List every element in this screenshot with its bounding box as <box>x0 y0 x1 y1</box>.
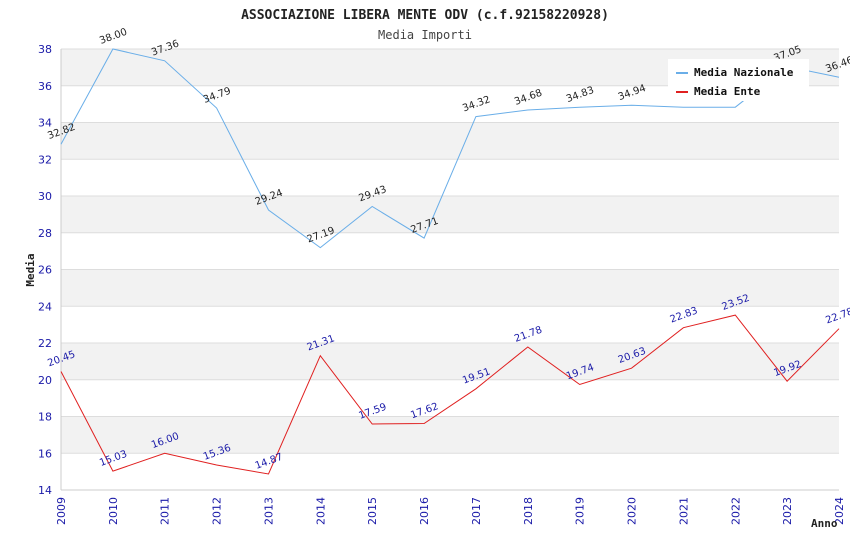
x-tick-label: 2016 <box>418 497 431 525</box>
x-tick-label: 2023 <box>781 497 794 525</box>
legend: Media Nazionale Media Ente <box>668 59 809 101</box>
legend-label-nazionale: Media Nazionale <box>694 66 794 79</box>
y-tick-label: 34 <box>38 117 52 130</box>
x-tick-label: 2020 <box>626 497 639 525</box>
legend-label-ente: Media Ente <box>694 85 761 98</box>
y-tick-label: 24 <box>38 300 52 313</box>
x-tick-label: 2010 <box>107 497 120 525</box>
y-axis-label: Media <box>24 253 37 286</box>
y-tick-label: 32 <box>38 153 52 166</box>
y-axis-ticks: 14 16 18 20 22 24 26 28 30 32 34 36 38 <box>38 43 52 497</box>
grid-band <box>61 232 839 270</box>
x-tick-label: 2009 <box>55 497 68 525</box>
grid-band <box>61 379 839 417</box>
y-tick-label: 38 <box>38 43 52 56</box>
grid-band <box>61 453 839 490</box>
x-tick-label: 2021 <box>677 497 690 525</box>
x-tick-label: 2022 <box>729 497 742 525</box>
axes <box>60 49 839 491</box>
y-tick-label: 26 <box>38 264 52 277</box>
series-line-ente <box>60 314 840 475</box>
x-tick-label: 2017 <box>470 497 483 525</box>
x-tick-label: 2012 <box>211 497 224 525</box>
x-tick-label: 2019 <box>574 497 587 525</box>
data-label: 38.00 <box>98 27 129 47</box>
x-tick-label: 2015 <box>366 497 379 525</box>
y-tick-label: 18 <box>38 411 52 424</box>
grid-bands <box>61 49 839 490</box>
series-line-nazionale <box>60 48 840 249</box>
x-tick-label: 2024 <box>833 497 846 525</box>
series-lines <box>60 48 840 475</box>
y-tick-label: 20 <box>38 374 52 387</box>
y-tick-label: 22 <box>38 337 52 350</box>
x-tick-label: 2014 <box>314 497 327 525</box>
chart-subtitle: Media Importi <box>378 28 472 42</box>
legend-box <box>668 59 809 101</box>
grid-band <box>61 416 839 454</box>
x-axis-label: Anno <box>811 517 838 530</box>
x-axis-ticks: 2009 2010 2011 2012 2013 2014 2015 2016 2017 2018… <box>55 497 846 525</box>
y-tick-label: 30 <box>38 190 52 203</box>
y-tick-label: 28 <box>38 227 52 240</box>
x-tick-label: 2013 <box>262 497 275 525</box>
y-tick-label: 36 <box>38 80 52 93</box>
x-tick-label: 2011 <box>159 497 172 525</box>
y-tick-label: 16 <box>38 447 52 460</box>
chart-title: ASSOCIAZIONE LIBERA MENTE ODV (c.f.92158… <box>241 8 609 23</box>
grid-band <box>61 306 839 343</box>
grid-band <box>61 122 839 160</box>
y-tick-label: 14 <box>38 484 52 497</box>
grid-band <box>61 196 839 233</box>
grid-band <box>61 343 839 380</box>
grid-band <box>61 269 839 307</box>
x-tick-label: 2018 <box>522 497 535 525</box>
